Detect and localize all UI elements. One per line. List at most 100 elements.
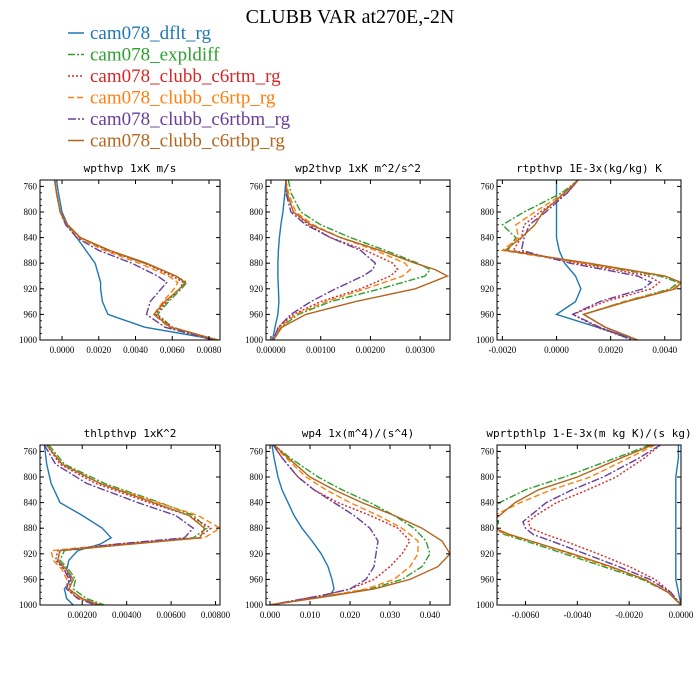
panel: wpthvp 1xK m/s 760 800 840 880 920 960 1000 0.00… <box>19 162 222 355</box>
y-tick-label: 800 <box>24 472 38 482</box>
series-line <box>522 445 681 605</box>
panel-title: wprtpthlp 1-E-3x(m kg K)/(s kg) <box>486 427 691 440</box>
series-line <box>500 180 681 340</box>
x-tick-label: 0.020 <box>340 610 361 620</box>
y-tick-label: 920 <box>481 549 495 559</box>
y-tick-label: 880 <box>250 523 264 533</box>
x-tick-label: 0.0080 <box>197 345 222 355</box>
y-tick-label: 920 <box>250 284 264 294</box>
legend-item: cam078_dflt_rg <box>68 23 212 44</box>
legend-label: cam078_clubb_c6rtbm_rg <box>90 109 291 130</box>
panel-title: wp2thvp 1xK m^2/s^2 <box>295 162 421 175</box>
plot-frame <box>265 444 451 606</box>
y-tick-label: 960 <box>250 574 264 584</box>
series-line <box>43 445 113 605</box>
panel-title: rtpthvp 1E-3x(kg/kg) K <box>516 162 662 175</box>
series-line <box>272 180 399 340</box>
legend-item: cam078_expldiff <box>68 45 220 66</box>
figure-title: CLUBB VAR at270E,-2N <box>246 6 455 28</box>
y-tick-label: 800 <box>250 207 264 217</box>
y-tick-label: 920 <box>24 549 38 559</box>
series-line <box>527 445 681 605</box>
panel: wp2thvp 1xK m^2/s^2 760 800 840 880 920 960 100… <box>245 162 451 355</box>
x-tick-label: 0.0000 <box>669 610 694 620</box>
panel: thlpthvp 1xK^2 760 800 840 880 920 960 1000 0.00… <box>19 427 231 620</box>
y-tick-label: 960 <box>24 309 38 319</box>
legend-label: cam078_clubb_c6rtm_rg <box>90 66 281 87</box>
y-tick-label: 840 <box>250 498 264 508</box>
legend: cam078_dflt_rgcam078_expldiffcam078_club… <box>68 23 291 152</box>
y-tick-label: 920 <box>24 284 38 294</box>
series-line <box>512 180 661 340</box>
x-tick-label: 0.0020 <box>86 345 111 355</box>
series-line <box>269 445 450 605</box>
series-line <box>271 180 287 340</box>
x-tick-label: 0.00600 <box>156 610 186 620</box>
series-line <box>520 180 653 340</box>
series-line <box>269 445 419 605</box>
panel: rtpthvp 1E-3x(kg/kg) K 760 800 840 880 920 960… <box>476 162 682 355</box>
x-tick-label: 0.00200 <box>356 345 386 355</box>
series-group <box>54 180 219 340</box>
y-tick-label: 840 <box>250 233 264 243</box>
y-tick-label: 960 <box>481 309 495 319</box>
y-tick-label: 880 <box>481 523 495 533</box>
y-tick-label: 800 <box>250 472 264 482</box>
series-line <box>503 180 681 340</box>
y-tick-label: 1000 <box>245 600 264 610</box>
plot-frame <box>265 179 451 341</box>
series-line <box>46 445 213 605</box>
y-tick-label: 1000 <box>19 600 38 610</box>
y-tick-label: 880 <box>250 258 264 268</box>
x-tick-label: 0.00100 <box>306 345 336 355</box>
x-tick-label: 0.010 <box>300 610 321 620</box>
panel-title: thlpthvp 1xK^2 <box>84 427 177 440</box>
panel: wp4 1x(m^4)/(s^4)76080084088092096010000… <box>245 427 451 620</box>
series-line <box>54 180 217 340</box>
plot-frame <box>496 444 682 606</box>
legend-item: cam078_clubb_c6rtm_rg <box>68 66 281 87</box>
x-tick-label: -0.0020 <box>489 345 517 355</box>
series-group <box>271 180 450 340</box>
y-tick-label: 760 <box>250 181 264 191</box>
x-tick-label: 0.00300 <box>406 345 436 355</box>
x-tick-label: 0.00400 <box>112 610 142 620</box>
series-line <box>497 445 681 605</box>
series-group <box>269 445 450 605</box>
y-tick-label: 920 <box>250 549 264 559</box>
y-tick-label: 1000 <box>245 335 264 345</box>
plot-frame <box>496 179 682 341</box>
y-tick-label: 840 <box>481 498 495 508</box>
panel-title: wpthvp 1xK m/s <box>84 162 177 175</box>
legend-label: cam078_clubb_c6rtbp_rg <box>90 131 285 152</box>
series-line <box>497 445 681 605</box>
x-tick-label: 0.000 <box>260 610 281 620</box>
y-tick-label: 800 <box>24 207 38 217</box>
y-tick-label: 960 <box>481 574 495 584</box>
x-tick-label: 0.0000 <box>544 345 569 355</box>
y-tick-label: 760 <box>250 446 264 456</box>
legend-label: cam078_clubb_c6rtp_rg <box>90 88 276 109</box>
y-tick-label: 800 <box>481 207 495 217</box>
y-tick-label: 760 <box>24 446 38 456</box>
y-tick-label: 880 <box>24 523 38 533</box>
series-line <box>46 445 206 605</box>
y-tick-label: 960 <box>250 309 264 319</box>
series-line <box>54 180 219 340</box>
x-tick-label: 0.00800 <box>201 610 231 620</box>
y-tick-label: 880 <box>481 258 495 268</box>
plot-frame <box>39 444 221 606</box>
y-tick-label: 1000 <box>476 335 495 345</box>
y-tick-label: 960 <box>24 574 38 584</box>
y-tick-label: 1000 <box>476 600 495 610</box>
y-tick-label: 800 <box>481 472 495 482</box>
series-group <box>500 180 681 340</box>
y-tick-label: 840 <box>24 233 38 243</box>
plot-frame <box>39 179 221 341</box>
series-line <box>497 445 681 605</box>
x-tick-label: -0.0060 <box>512 610 540 620</box>
y-tick-label: 760 <box>24 181 38 191</box>
legend-label: cam078_dflt_rg <box>90 23 212 44</box>
legend-item: cam078_clubb_c6rtbp_rg <box>68 131 285 152</box>
